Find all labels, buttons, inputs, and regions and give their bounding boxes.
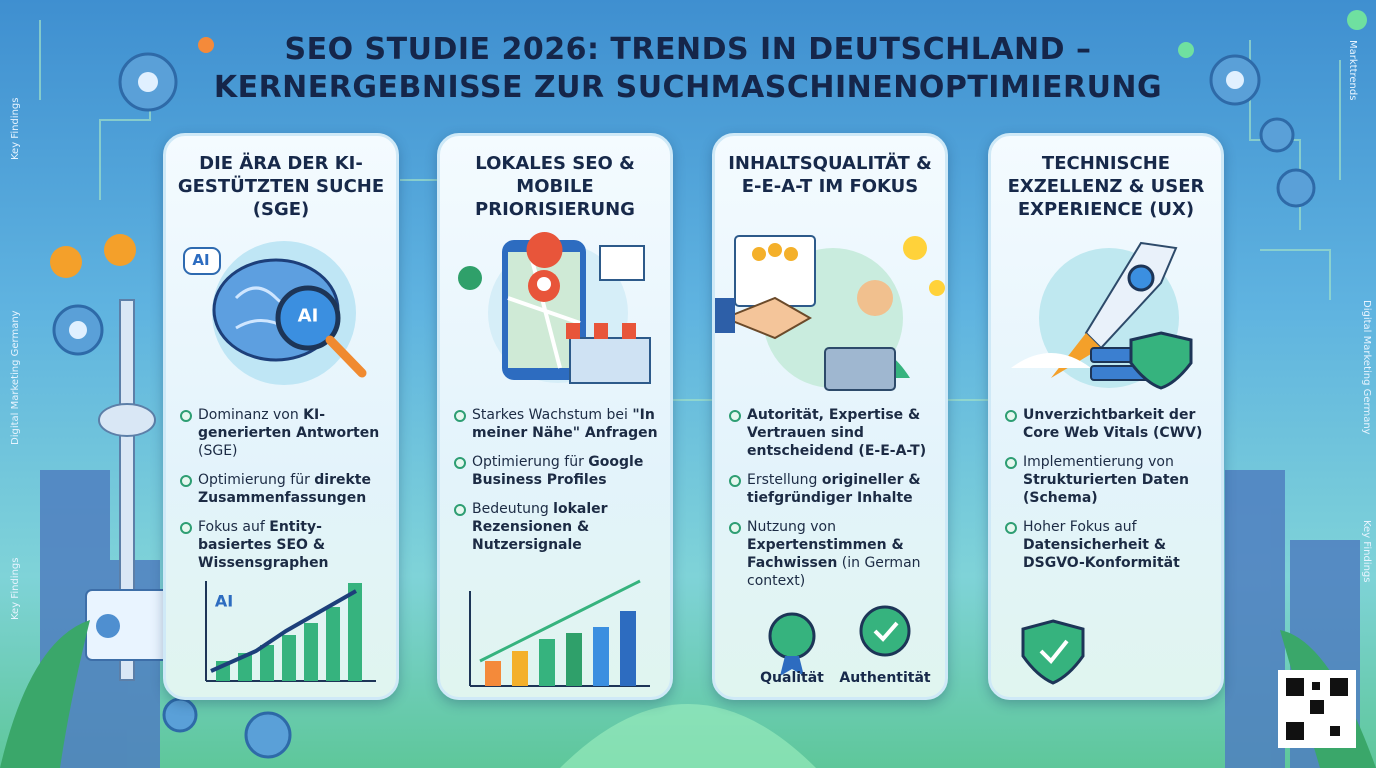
card: LOKALES SEO & MOBILE PRIORISIERUNG Starke… (437, 133, 673, 700)
bullet-text: lokaler Rezensionen & Nutzersignale (472, 501, 608, 553)
illustration (469, 579, 650, 687)
bullet: Unverzichtbarkeit der Core Web Vitals (C… (1003, 406, 1213, 442)
bullet: Nutzung von Expertenstimmen & Fachwissen… (727, 518, 937, 590)
bullet: Hoher Fokus auf Datensicherheit & DSGVO-… (1003, 518, 1213, 572)
bullet-text: Expertenstimmen & Fachwissen (747, 537, 904, 571)
bullet-list: Unverzichtbarkeit der Core Web Vitals (C… (1003, 406, 1213, 583)
bullet: Optimierung für direkte Zusammenfassunge… (178, 471, 388, 507)
side-label: Key Findings (1361, 520, 1372, 583)
card: TECHNISCHE EXZELLENZ & USER EXPERIENCE (… (988, 133, 1224, 700)
bullet: Dominanz von KI-generierten Antworten (S… (178, 406, 388, 460)
bullet-text: Implementierung von (1023, 454, 1174, 470)
card-title: INHALTSQUALITÄT & E-E-A-T IM FOKUS (728, 153, 932, 197)
side-label: Key Findings (10, 97, 21, 160)
bullet-text: (SGE) (198, 443, 238, 459)
bullet-text: Dominanz von (198, 407, 304, 423)
bullet-text: Optimierung für (472, 454, 589, 470)
side-label: Digital Marketing Germany (10, 310, 21, 445)
bullet-text: Datensicherheit & DSGVO-Konformität (1023, 537, 1180, 571)
illustration (1021, 619, 1085, 685)
bullet: Optimierung für Google Business Profiles (452, 453, 662, 489)
side-label: Key Findings (10, 557, 21, 620)
illustration (183, 241, 367, 385)
card-title: TECHNISCHE EXZELLENZ & USER EXPERIENCE (… (1007, 153, 1205, 220)
bullet-list: Autorität, Expertise & Vertrauen sind en… (727, 406, 937, 601)
bullet-text: KI-generierten Antworten (198, 407, 380, 441)
illustration (1011, 241, 1193, 390)
bullet-text: Optimierung für (198, 472, 315, 488)
card: DIE ÄRA DER KI-GESTÜTZTEN SUCHE (SGE) Dom… (163, 133, 399, 700)
illustration (715, 235, 945, 391)
icon-label: Authentität (839, 670, 931, 686)
bullet-text: Unverzichtbarkeit der Core Web Vitals (C… (1023, 407, 1203, 441)
bullet-text: Starkes Wachstum bei (472, 407, 633, 423)
card-title: LOKALES SEO & MOBILE PRIORISIERUNG (475, 153, 635, 220)
title-line: KERNERGEBNISSE ZUR SUCHMASCHINENOPTIMIER… (213, 70, 1163, 105)
card-title: DIE ÄRA DER KI-GESTÜTZTEN SUCHE (SGE) (177, 153, 385, 220)
bullet: Erstellung origineller & tiefgründiger I… (727, 471, 937, 507)
bullet: Implementierung von Strukturierten Daten… (1003, 453, 1213, 507)
bullet: Fokus auf Entity-basiertes SEO & Wissens… (178, 518, 388, 572)
bullet: Autorität, Expertise & Vertrauen sind en… (727, 406, 937, 460)
bullet-text: "In meiner Nähe" Anfragen (472, 407, 658, 441)
bullet-text: Google Business Profiles (472, 454, 644, 488)
bullet-text: (in German context) (747, 555, 921, 589)
title-line: SEO STUDIE 2026: TRENDS IN DEUTSCHLAND – (284, 32, 1092, 67)
bullet-list: Starkes Wachstum bei "In meiner Nähe" An… (452, 406, 662, 565)
bullet-text: Hoher Fokus auf (1023, 519, 1137, 535)
bullet-text: origineller & tiefgründiger Inhalte (747, 472, 921, 506)
bullet-text: Erstellung (747, 472, 822, 488)
bullet: Starkes Wachstum bei "In meiner Nähe" An… (452, 406, 662, 442)
bullet-text: Nutzung von (747, 519, 836, 535)
bullet: Bedeutung lokaler Rezensionen & Nutzersi… (452, 500, 662, 554)
icon-label: Qualität (760, 670, 824, 686)
icon-label: AI (192, 251, 210, 269)
illustration (768, 605, 911, 676)
illustration (205, 581, 376, 682)
illustration (458, 232, 651, 384)
bullet-text: Fokus auf (198, 519, 270, 535)
bullet-list: Dominanz von KI-generierten Antworten (S… (178, 406, 388, 583)
side-label: Markttrends (1347, 40, 1358, 101)
bullet-text: direkte Zusammenfassungen (198, 472, 371, 506)
card: INHALTSQUALITÄT & E-E-A-T IM FOKUS Autori… (712, 133, 948, 700)
bullet-text: Bedeutung (472, 501, 554, 517)
icon-label: AI (214, 591, 234, 611)
icon-label: AI (297, 305, 319, 327)
bullet-text: Autorität, Expertise & Vertrauen sind en… (747, 407, 927, 459)
bullet-text: Strukturierten Daten (Schema) (1023, 472, 1189, 506)
side-label: Digital Marketing Germany (1361, 300, 1372, 435)
bullet-text: Entity-basiertes SEO & Wissensgraphen (198, 519, 329, 571)
